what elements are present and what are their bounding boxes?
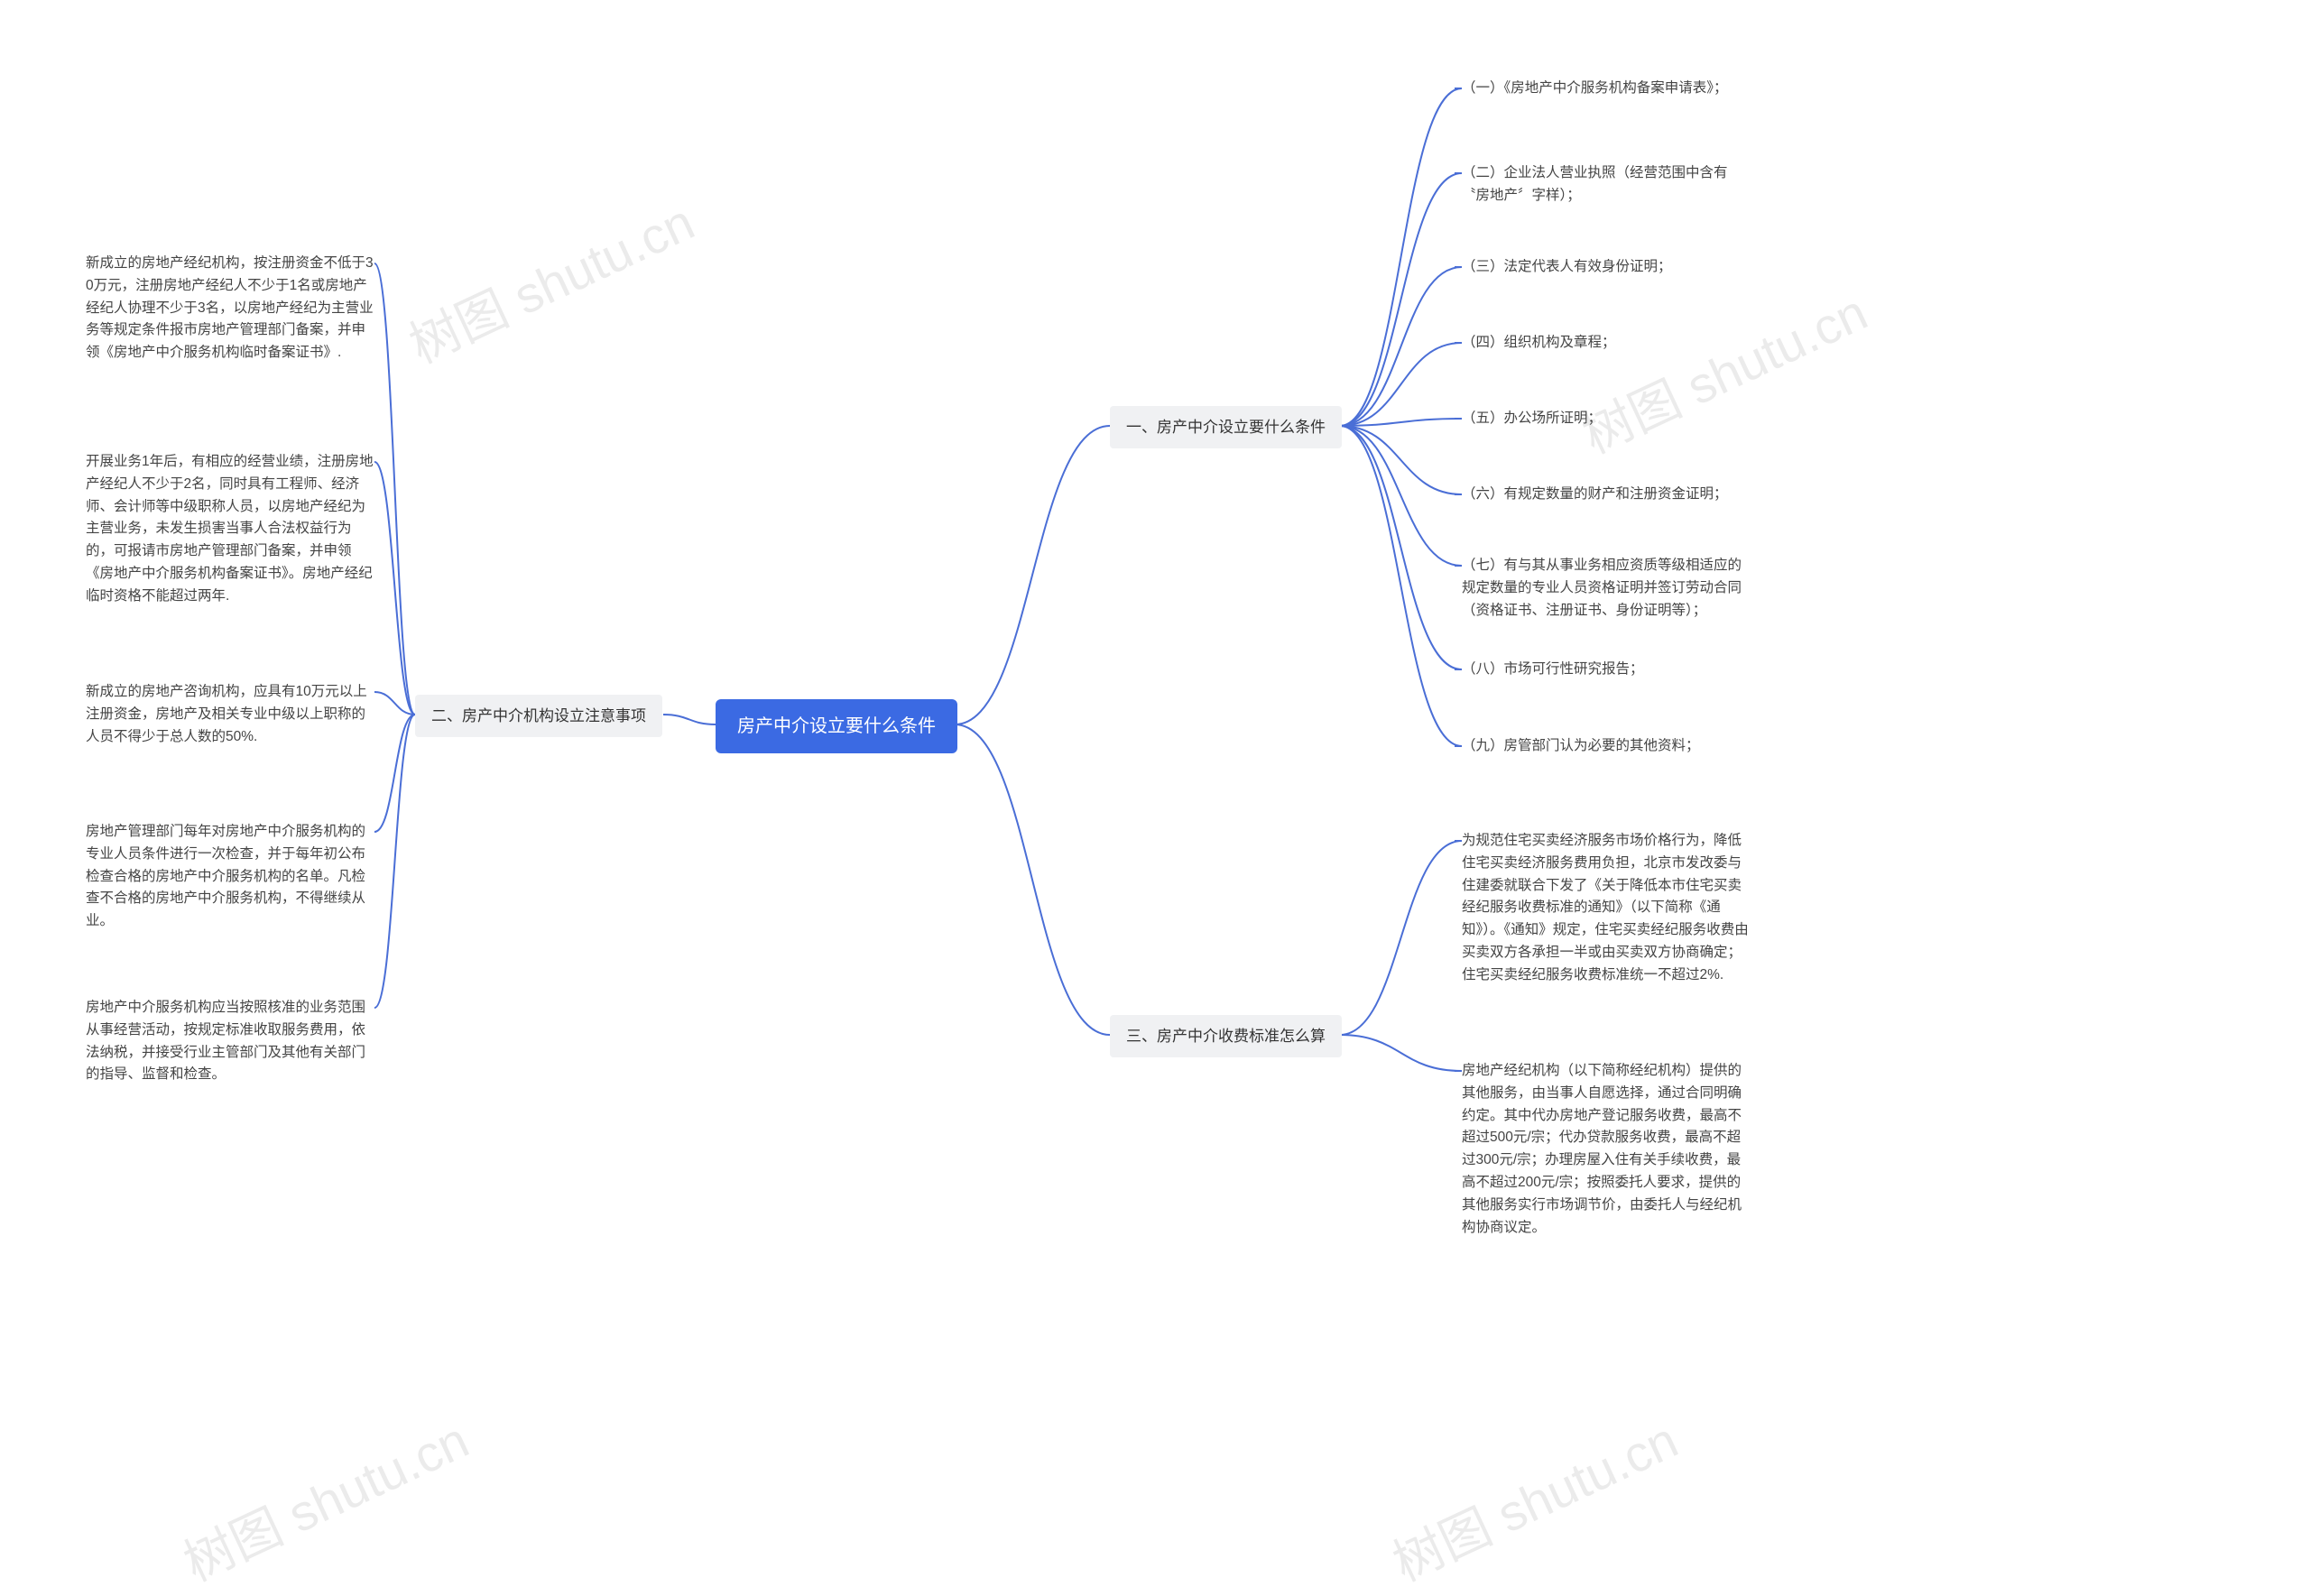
leaf-node-left-0-4: 房地产中介服务机构应当按照核准的业务范围从事经营活动，按规定标准收取服务费用，依… [86,997,374,1086]
leaf-node-right-0-0: （一）《房地产中介服务机构备案申请表》； [1462,78,1728,100]
root-label: 房产中介设立要什么条件 [737,716,936,736]
watermark-0: 树图 shutu.cn [396,182,705,378]
mindmap-canvas: 房产中介设立要什么条件 一、房产中介设立要什么条件 （一）《房地产中介服务机构备案… [0,0,2310,1509]
leaf-node-right-0-4: （五）办公场所证明； [1462,408,1602,430]
leaf-node-right-1-1: 房地产经纪机构（以下简称经纪机构）提供的其他服务，由当事人自愿选择，通过合同明确… [1462,1060,1751,1239]
watermark-3: 树图 shutu.cn [1380,1400,1688,1596]
leaf-node-right-0-5: （六）有规定数量的财产和注册资金证明； [1462,484,1728,506]
leaf-node-left-0-1: 开展业务1年后，有相应的经营业绩，注册房地产经纪人不少于2名，同时具有工程师、经… [86,451,374,608]
leaf-node-right-0-1: （二）企业法人营业执照（经营范围中含有〝房地产〞字样）； [1462,162,1751,208]
branch-label: 三、房产中介收费标准怎么算 [1126,1028,1326,1045]
branch-label: 二、房产中介机构设立注意事项 [431,707,646,724]
branch-label: 一、房产中介设立要什么条件 [1126,419,1326,436]
leaf-node-right-0-7: （八）市场可行性研究报告； [1462,659,1644,681]
leaf-node-left-0-2: 新成立的房地产咨询机构，应具有10万元以上注册资金，房地产及相关专业中级以上职称… [86,681,374,748]
root-node[interactable]: 房产中介设立要什么条件 [716,699,957,753]
branch-node-right-0[interactable]: 一、房产中介设立要什么条件 [1110,406,1342,448]
branch-node-right-1[interactable]: 三、房产中介收费标准怎么算 [1110,1015,1342,1057]
connectors-layer [0,0,2310,1509]
branch-node-left-0[interactable]: 二、房产中介机构设立注意事项 [415,695,662,737]
leaf-node-right-0-6: （七）有与其从事业务相应资质等级相适应的规定数量的专业人员资格证明并签订劳动合同… [1462,555,1751,622]
leaf-node-left-0-0: 新成立的房地产经纪机构，按注册资金不低于30万元，注册房地产经纪人不少于1名或房… [86,253,374,364]
watermark-1: 树图 shutu.cn [1569,272,1878,468]
leaf-node-right-0-2: （三）法定代表人有效身份证明； [1462,256,1672,279]
leaf-node-right-0-3: （四）组织机构及章程； [1462,332,1616,355]
leaf-node-right-0-8: （九）房管部门认为必要的其他资料； [1462,735,1700,758]
leaf-node-left-0-3: 房地产管理部门每年对房地产中介服务机构的专业人员条件进行一次检查，并于每年初公布… [86,821,374,933]
leaf-node-right-1-0: 为规范住宅买卖经济服务市场价格行为，降低住宅买卖经济服务费用负担，北京市发改委与… [1462,830,1751,987]
watermark-2: 树图 shutu.cn [171,1400,479,1596]
